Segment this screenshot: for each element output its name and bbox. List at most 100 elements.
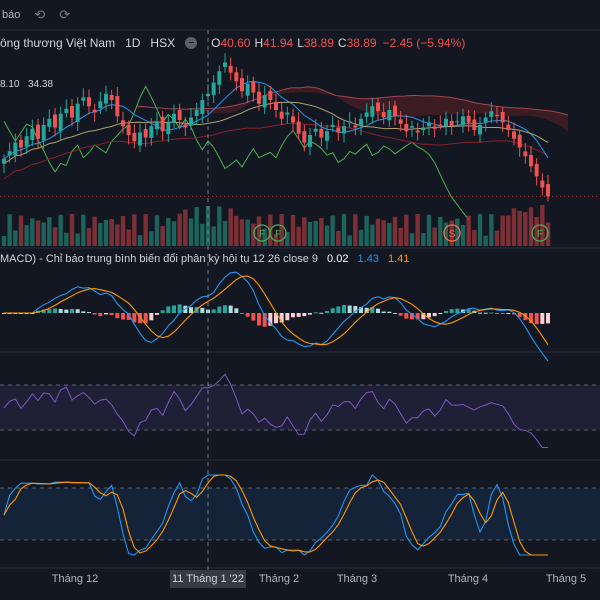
candle-body xyxy=(546,184,550,197)
candle-body xyxy=(211,82,216,95)
candle-body xyxy=(461,116,465,125)
macd-hist-bar xyxy=(353,306,358,313)
candle-body xyxy=(444,118,448,127)
candle-body xyxy=(223,62,227,67)
candle-body xyxy=(478,125,482,135)
volume-bar xyxy=(511,208,517,246)
macd-hist-bar xyxy=(87,312,91,314)
macd-hist-bar xyxy=(47,309,52,313)
ichimoku-lagging-span xyxy=(3,85,470,221)
x-tick-0: Tháng 12 xyxy=(52,573,98,585)
ichimoku-cloud xyxy=(137,86,569,132)
volume-bar xyxy=(370,224,375,246)
candle-body xyxy=(381,111,386,118)
volume-bar xyxy=(494,230,500,246)
candle-body xyxy=(308,135,312,147)
candle-body xyxy=(177,110,182,120)
macd-hist-bar xyxy=(313,312,318,314)
macd-hist-bar xyxy=(540,313,545,324)
macd-hist-bar xyxy=(268,313,273,326)
macd-hist-bar xyxy=(223,305,227,313)
candle-body xyxy=(529,155,533,167)
volume-bar xyxy=(13,230,18,246)
redo-icon[interactable]: ⟳ xyxy=(59,7,71,22)
candle-body xyxy=(432,126,437,129)
volume-bar xyxy=(18,215,24,246)
macd-hist-bar xyxy=(155,313,159,315)
candle-body xyxy=(126,124,131,135)
symbol-legend: ông thương Việt Nam 1D HSX – O 40.60 H 41.… xyxy=(0,36,465,50)
macd-signal-value: 1.41 xyxy=(388,253,410,265)
macd-title[interactable]: MACD) - Chỉ báo trung bình biến đổi phân… xyxy=(0,253,250,265)
low-value: 38.89 xyxy=(303,36,334,50)
candle-body xyxy=(398,119,403,124)
macd-hist-bar xyxy=(506,313,511,314)
timeframe-label[interactable]: 1D xyxy=(125,36,141,50)
alert-button[interactable]: báo xyxy=(2,9,21,21)
macd-hist-bar xyxy=(546,313,550,324)
volume-bar xyxy=(302,217,307,246)
candle-body xyxy=(279,111,284,119)
macd-hist-bar xyxy=(466,309,471,313)
volume-bar xyxy=(364,215,369,246)
macd-hist-bar xyxy=(149,313,154,321)
candle-body xyxy=(166,122,171,135)
macd-hist-bar xyxy=(427,313,431,318)
volume-bar xyxy=(466,215,471,246)
volume-bar xyxy=(115,224,120,246)
candle-body xyxy=(427,122,431,127)
volume-bar xyxy=(47,217,52,246)
volume-bar xyxy=(132,214,137,246)
candle-body xyxy=(523,151,528,157)
macd-hist-bar xyxy=(495,313,499,314)
macd-hist-bar xyxy=(455,308,460,313)
volume-bar xyxy=(160,225,165,246)
exchange-label: HSX xyxy=(150,36,176,50)
macd-hist-bar xyxy=(393,312,397,314)
macd-hist-bar xyxy=(177,304,182,313)
macd-hist-bar xyxy=(234,308,239,313)
candle-body xyxy=(183,124,188,128)
volume-bar xyxy=(52,227,58,246)
candle-body xyxy=(160,116,165,132)
volume-bar xyxy=(528,207,534,246)
candle-body xyxy=(342,126,346,134)
volume-bar xyxy=(120,215,126,246)
macd-hist-bar xyxy=(285,313,290,321)
macd-hist-bar xyxy=(64,309,69,313)
rsi-line xyxy=(3,373,548,448)
candle-body xyxy=(500,111,505,123)
macd-hist-bar xyxy=(132,313,137,323)
candle-body xyxy=(47,118,52,127)
macd-hist-bar xyxy=(160,310,165,313)
volume-bar xyxy=(455,218,460,246)
candle-body xyxy=(472,119,477,130)
volume-bar xyxy=(449,220,454,246)
eye-icon[interactable]: – xyxy=(185,37,198,49)
volume-bar xyxy=(137,235,143,246)
volume-bar xyxy=(319,218,324,246)
candle-body xyxy=(109,94,114,100)
volume-bar xyxy=(324,225,330,246)
candle-body xyxy=(104,93,108,104)
volume-bar xyxy=(262,228,267,246)
candle-body xyxy=(24,136,29,147)
candle-body xyxy=(251,81,256,93)
volume-bar xyxy=(438,216,443,246)
low-key: L xyxy=(297,36,304,50)
macd-hist-bar xyxy=(478,312,482,314)
macd-hist-bar xyxy=(75,309,80,313)
candle-body xyxy=(319,128,324,138)
candle-body xyxy=(143,128,148,138)
volume-bar xyxy=(143,214,148,246)
volume-bar xyxy=(228,208,233,246)
macd-hist-bar xyxy=(325,311,329,313)
undo-icon[interactable]: ⟲ xyxy=(34,7,46,22)
candle-body xyxy=(455,121,460,123)
candle-body xyxy=(495,114,499,117)
symbol-name[interactable]: ông thương Việt Nam xyxy=(0,36,116,50)
macd-hist-bar xyxy=(404,313,409,319)
macd-hist-bar xyxy=(347,305,352,313)
macd-hist-bar xyxy=(166,306,171,313)
